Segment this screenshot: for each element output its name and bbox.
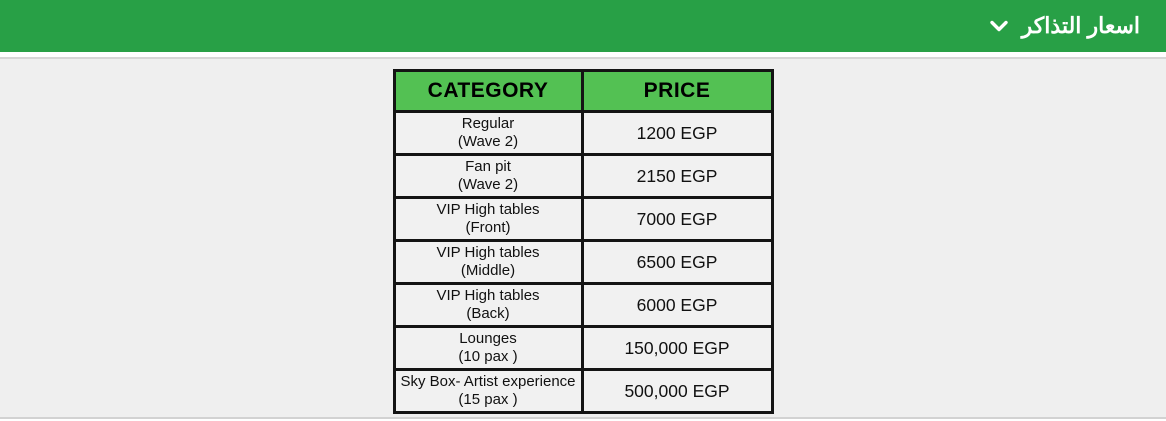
price-cell: 500,000 EGP xyxy=(580,368,774,414)
table-row: VIP High tables (Front) 7000 EGP xyxy=(392,196,774,242)
category-cell: VIP High tables (Front) xyxy=(392,196,584,242)
chevron-down-icon xyxy=(988,15,1010,37)
category-detail: (Middle) xyxy=(460,262,516,279)
price-cell: 1200 EGP xyxy=(580,110,774,156)
category-detail: (15 pax ) xyxy=(458,391,518,408)
category-detail: (10 pax ) xyxy=(458,348,518,365)
category-name: Sky Box- Artist experience xyxy=(400,373,576,390)
category-name: VIP High tables xyxy=(436,201,540,218)
category-cell: Regular (Wave 2) xyxy=(392,110,584,156)
divider xyxy=(0,52,1166,57)
table-row: Lounges (10 pax ) 150,000 EGP xyxy=(392,325,774,371)
category-detail: (Wave 2) xyxy=(457,133,519,150)
price-cell: 150,000 EGP xyxy=(580,325,774,371)
table-row: VIP High tables (Back) 6000 EGP xyxy=(392,282,774,328)
category-cell: Fan pit (Wave 2) xyxy=(392,153,584,199)
category-cell: Sky Box- Artist experience (15 pax ) xyxy=(392,368,584,414)
price-cell: 7000 EGP xyxy=(580,196,774,242)
table-row: Regular (Wave 2) 1200 EGP xyxy=(392,110,774,156)
table-header-row: CATEGORY PRICE xyxy=(392,69,774,113)
category-detail: (Front) xyxy=(465,219,511,236)
price-cell: 6000 EGP xyxy=(580,282,774,328)
category-name: Regular xyxy=(461,115,515,132)
category-name: VIP High tables xyxy=(436,244,540,261)
price-table: CATEGORY PRICE Regular (Wave 2) 1200 EGP… xyxy=(392,69,774,414)
column-header-category: CATEGORY xyxy=(392,69,584,113)
table-row: VIP High tables (Middle) 6500 EGP xyxy=(392,239,774,285)
category-cell: VIP High tables (Back) xyxy=(392,282,584,328)
table-row: Sky Box- Artist experience (15 pax ) 500… xyxy=(392,368,774,414)
ticket-prices-section-header[interactable]: اسعار التذاكر xyxy=(0,0,1166,52)
table-row: Fan pit (Wave 2) 2150 EGP xyxy=(392,153,774,199)
category-cell: Lounges (10 pax ) xyxy=(392,325,584,371)
column-header-price: PRICE xyxy=(580,69,774,113)
price-cell: 6500 EGP xyxy=(580,239,774,285)
category-cell: VIP High tables (Middle) xyxy=(392,239,584,285)
section-title: اسعار التذاكر xyxy=(1021,13,1140,38)
category-name: Fan pit xyxy=(465,158,511,175)
category-detail: (Back) xyxy=(466,305,510,322)
category-name: VIP High tables xyxy=(436,287,540,304)
category-name: Lounges xyxy=(459,330,517,347)
category-detail: (Wave 2) xyxy=(457,176,519,193)
price-cell: 2150 EGP xyxy=(580,153,774,199)
ticket-prices-section-content: CATEGORY PRICE Regular (Wave 2) 1200 EGP… xyxy=(0,57,1166,419)
